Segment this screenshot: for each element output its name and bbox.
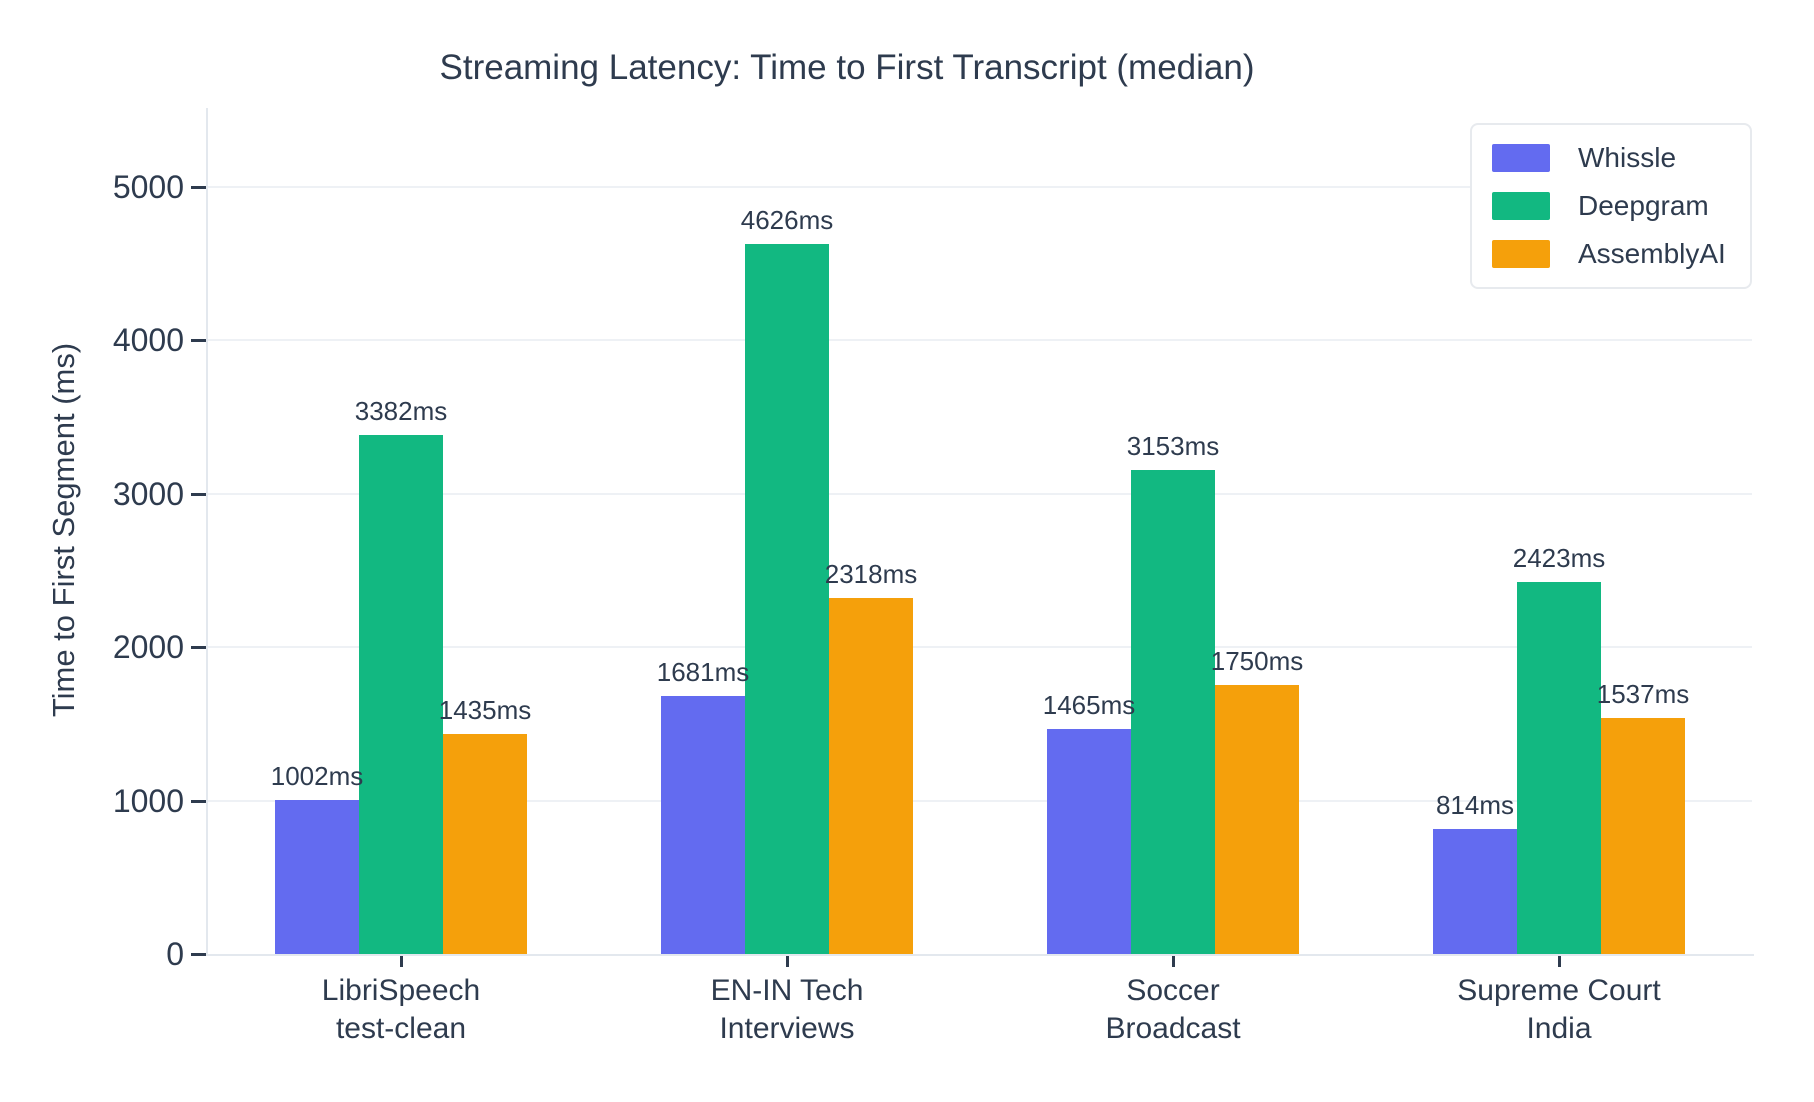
legend-swatch-whissle — [1492, 144, 1550, 172]
legend-item-deepgram: Deepgram — [1492, 190, 1726, 222]
bar-value-label: 1681ms — [656, 657, 750, 687]
bar-assemblyai-4 — [1601, 718, 1685, 954]
bar-deepgram-4 — [1517, 582, 1601, 954]
bar-whissle-3 — [1047, 729, 1131, 954]
bar-assemblyai-3 — [1215, 685, 1299, 954]
bar-assemblyai-1 — [443, 734, 527, 954]
x-category-label-line: Broadcast — [1105, 1012, 1241, 1045]
y-tick-mark — [191, 953, 206, 956]
x-category-label-line: Interviews — [719, 1012, 855, 1045]
legend-item-whissle: Whissle — [1492, 142, 1726, 174]
bar-value-label: 1750ms — [1210, 646, 1304, 676]
bar-value-label: 3153ms — [1126, 431, 1220, 461]
legend-label: Deepgram — [1578, 190, 1709, 221]
chart-title: Streaming Latency: Time to First Transcr… — [439, 48, 1255, 87]
legend-label: AssemblyAI — [1578, 238, 1726, 269]
x-category-label-line: Soccer — [1126, 974, 1220, 1007]
x-category-label: EN-IN Tech Interviews — [577, 972, 997, 1048]
x-category-label-line: India — [1526, 1012, 1592, 1045]
gridline — [208, 339, 1752, 342]
x-category-label: Soccer Broadcast — [963, 972, 1383, 1048]
y-tick-mark — [191, 185, 206, 189]
bar-value-label: 814ms — [1435, 790, 1515, 820]
x-category-label-line: LibriSpeech — [321, 974, 481, 1007]
legend-item-assemblyai: AssemblyAI — [1492, 238, 1726, 270]
y-tick-mark — [191, 339, 206, 343]
bar-value-label: 4626ms — [740, 205, 834, 235]
y-tick-label: 4000 — [112, 322, 184, 359]
bar-assemblyai-2 — [829, 598, 913, 954]
legend: Whissle Deepgram AssemblyAI — [1470, 123, 1752, 289]
bar-whissle-2 — [661, 696, 745, 954]
x-tick-mark — [785, 956, 789, 967]
bar-deepgram-2 — [745, 244, 829, 954]
bar-whissle-1 — [275, 800, 359, 954]
bar-value-label: 1002ms — [270, 761, 364, 791]
bar-whissle-4 — [1433, 829, 1517, 954]
gridline — [208, 492, 1752, 495]
bar-value-label: 1435ms — [438, 695, 532, 725]
plot-area: 1002ms 1681ms 1465ms 814ms 3382ms 4626ms 3153m… — [208, 110, 1752, 954]
x-category-label: LibriSpeech test-clean — [191, 972, 611, 1048]
legend-swatch-deepgram — [1492, 192, 1550, 220]
y-tick-label: 1000 — [112, 782, 184, 819]
x-category-label-line: Supreme Court — [1457, 974, 1661, 1007]
bar-value-label: 1465ms — [1042, 690, 1136, 720]
legend-label: Whissle — [1578, 142, 1677, 173]
y-tick-label: 3000 — [112, 475, 184, 512]
bar-value-label: 3382ms — [354, 396, 448, 426]
x-tick-mark — [1557, 956, 1561, 967]
bar-value-label: 2318ms — [824, 559, 918, 589]
x-category-label-line: EN-IN Tech — [710, 974, 864, 1007]
gridline — [208, 185, 1752, 188]
x-axis-spine — [206, 954, 1754, 956]
bar-deepgram-1 — [359, 435, 443, 954]
x-tick-mark — [1171, 956, 1175, 967]
bar-value-label: 2423ms — [1512, 543, 1606, 573]
y-tick-label: 2000 — [112, 629, 184, 666]
y-tick-label: 5000 — [112, 168, 184, 205]
y-tick-label: 0 — [166, 936, 184, 972]
x-category-label: Supreme Court India — [1349, 972, 1769, 1048]
gridline — [208, 799, 1752, 802]
legend-swatch-assemblyai — [1492, 240, 1550, 268]
bar-deepgram-3 — [1131, 470, 1215, 954]
gridline — [208, 646, 1752, 649]
bar-value-label: 1537ms — [1596, 679, 1690, 709]
x-tick-mark — [399, 956, 403, 967]
y-tick-mark — [191, 799, 206, 803]
y-tick-mark — [191, 492, 206, 496]
y-tick-mark — [191, 646, 206, 650]
x-category-label-line: test-clean — [335, 1012, 467, 1045]
y-axis-spine — [206, 108, 208, 956]
